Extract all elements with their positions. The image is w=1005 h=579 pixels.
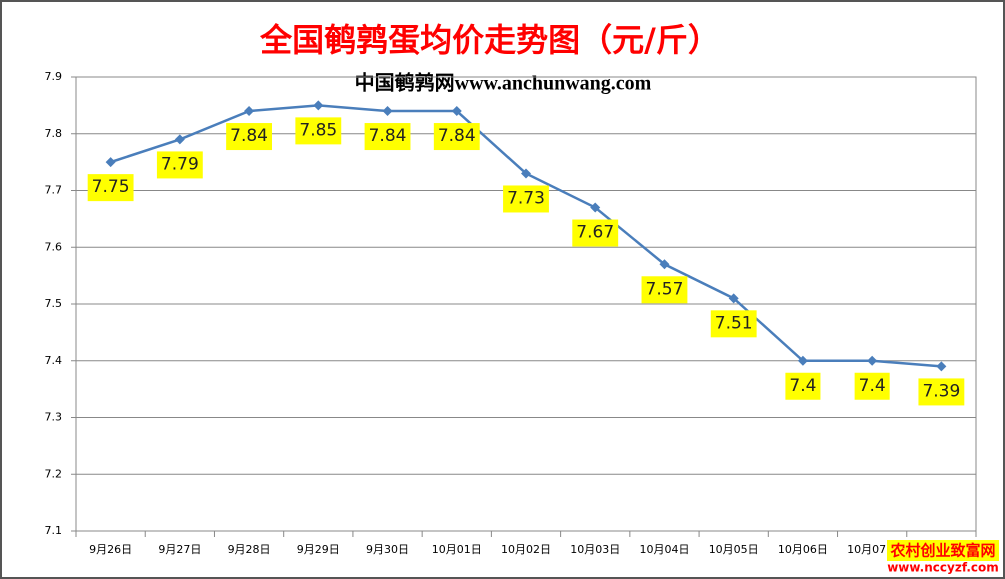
data-label-bg — [295, 117, 342, 145]
data-label-bg — [364, 123, 411, 151]
y-tick-label: 7.2 — [45, 467, 63, 480]
watermark-url: www.nccyzf.com — [887, 561, 999, 575]
marker — [451, 106, 462, 117]
marker — [105, 157, 116, 168]
y-tick-label: 7.3 — [45, 411, 63, 424]
chart-title: 全国鹌鹑蛋均价走势图（元/斤） — [259, 21, 720, 59]
watermark: 农村创业致富网 — [889, 542, 995, 560]
marker — [174, 134, 185, 145]
x-tick-label: 9月26日 — [89, 543, 132, 556]
marker — [382, 106, 393, 117]
data-label: 7.84 — [438, 126, 476, 146]
data-label-bg — [918, 378, 965, 406]
marker — [244, 106, 255, 117]
x-tick-label: 9月28日 — [228, 543, 271, 556]
data-label: 7.39 — [922, 381, 960, 401]
y-tick-label: 7.6 — [45, 240, 63, 253]
marker — [797, 355, 808, 366]
y-tick-label: 7.8 — [45, 127, 63, 140]
x-tick-label: 9月29日 — [297, 543, 340, 556]
marker — [313, 100, 324, 111]
x-tick-label: 10月03日 — [570, 543, 620, 556]
marker — [936, 361, 947, 372]
data-label-bg — [785, 372, 821, 400]
x-tick-label: 9月30日 — [366, 543, 409, 556]
marker — [867, 355, 878, 366]
chart-subtitle: 中国鹌鹑网www.anchunwang.com — [355, 71, 652, 95]
data-label: 7.67 — [576, 223, 614, 243]
y-tick-label: 7.5 — [45, 297, 63, 310]
data-label-bg — [156, 151, 203, 179]
x-tick-label: 10月05日 — [709, 543, 759, 556]
x-tick-label: 10月07日 — [847, 543, 897, 556]
data-label: 7.85 — [299, 120, 337, 140]
marker — [659, 259, 670, 270]
data-label: 7.4 — [789, 376, 816, 396]
data-label: 7.57 — [646, 279, 684, 299]
data-label: 7.51 — [715, 313, 753, 333]
data-label-bg — [710, 310, 757, 338]
data-label-bg — [87, 174, 134, 202]
data-label: 7.79 — [161, 154, 199, 174]
marker — [590, 202, 601, 213]
data-label: 7.84 — [369, 126, 407, 146]
x-tick-label: 10月02日 — [501, 543, 551, 556]
y-tick-label: 7.4 — [45, 354, 63, 367]
data-label-bg — [854, 372, 890, 400]
y-tick-label: 7.7 — [45, 184, 63, 197]
data-label: 7.73 — [507, 188, 545, 208]
data-label: 7.84 — [230, 126, 268, 146]
data-label-bg — [503, 185, 549, 213]
marker — [521, 168, 531, 179]
x-tick-label: 9月27日 — [158, 543, 201, 556]
data-label-bg — [433, 123, 480, 151]
watermark-bg — [887, 540, 999, 561]
data-label-bg — [641, 276, 688, 304]
y-tick-label: 7.1 — [45, 524, 63, 537]
data-label-bg — [226, 123, 273, 151]
data-label: 7.4 — [859, 376, 886, 396]
marker — [728, 293, 739, 304]
y-tick-label: 7.9 — [45, 70, 63, 83]
x-tick-label: 10月06日 — [778, 543, 828, 556]
x-tick-label: 10月01日 — [432, 543, 482, 556]
data-label: 7.75 — [92, 177, 130, 197]
x-tick-label: 10月04日 — [639, 543, 689, 556]
data-label-bg — [572, 219, 619, 247]
